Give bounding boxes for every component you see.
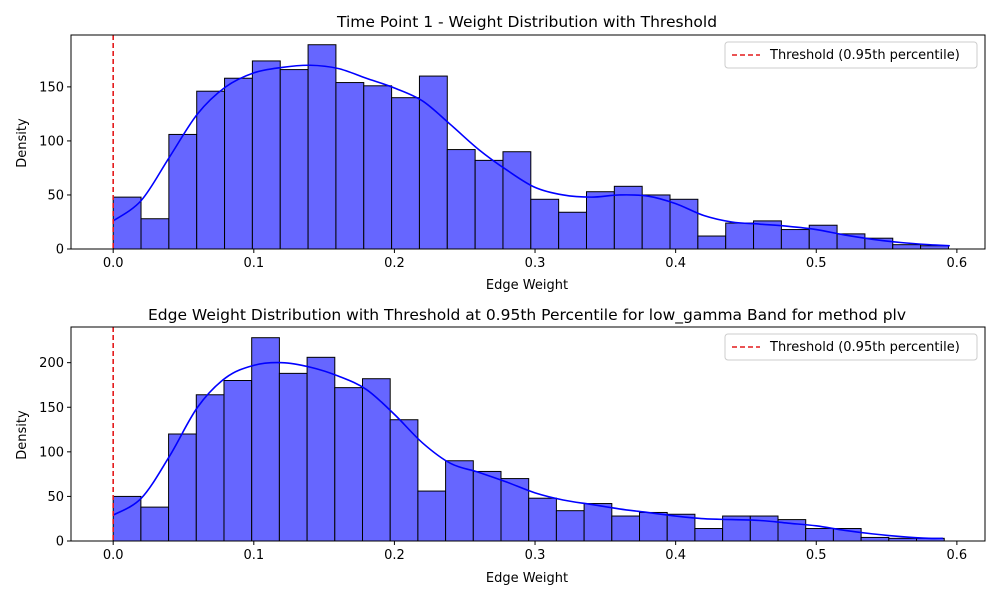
chart-1-xtick-label: 0.3 [525,256,546,271]
chart-1-bar [530,198,560,250]
chart-2-bar [306,356,336,542]
chart-2-xtick-label: 0.2 [384,548,405,563]
chart-2-bar [168,433,197,542]
chart-2-xlabel: Edge Weight [486,571,568,586]
chart-1-bar [335,82,365,250]
chart-2-ticks: 0.0 0.1 0.2 0.3 0.4 0.5 0.6 0 50 100 150 200 [39,356,967,563]
chart-2-ytick-label: 100 [39,445,64,460]
chart-2-bar [417,490,447,542]
chart-2-bar [389,419,419,542]
chart-2-bar [639,511,668,542]
chart-1-bar [585,191,615,250]
chart-2-bar [223,380,253,542]
chart-1-xtick-label: 0.5 [806,256,827,271]
chart-2-bar [334,387,363,542]
chart-1-xtick-label: 0.6 [947,256,968,271]
chart-1-bars [112,44,949,250]
chart-2-bars [112,337,945,542]
chart-2-xtick-label: 0.5 [806,548,827,563]
chart-1-bar [697,235,727,250]
chart-1-bar [363,85,393,250]
chart-2-legend: Threshold (0.95th percentile) [724,333,978,361]
chart-2-bar [112,495,142,542]
chart-2-bar [361,378,391,542]
chart-1-kde-line [112,64,950,247]
chart-1-ytick-label: 150 [39,80,64,95]
chart-2-legend-label: Threshold (0.95th percentile) [769,340,960,355]
chart-1-ytick-label: 0 [56,243,64,258]
chart-2-ytick-label: 50 [47,490,64,505]
chart-2-bar [860,536,890,542]
chart-2-xtick-label: 0.6 [947,548,968,563]
chart-1-bar [168,133,198,250]
chart-2-bar [195,394,225,542]
chart-2-frame [70,326,986,542]
chart-1-xtick-label: 0.2 [384,256,405,271]
chart-2-ytick-label: 0 [56,535,64,550]
chart-1-bar [196,90,226,250]
chart-1-ytick-label: 50 [47,188,64,203]
chart-1-bar [474,159,504,250]
chart-1-legend: Threshold (0.95th percentile) [724,41,978,69]
chart-1-bar [307,44,337,250]
chart-1-bar [251,60,281,250]
chart-1-bar [502,151,532,250]
chart-2-bar [611,515,641,542]
chart-2-bar [140,506,170,542]
chart-2-xtick-label: 0.3 [525,548,546,563]
chart-1-ytick-label: 100 [39,134,64,149]
chart-1: Time Point 1 - Weight Distribution with … [15,13,986,293]
chart-1-ticks: 0.0 0.1 0.2 0.3 0.4 0.5 0.6 0 50 100 150 [39,80,967,271]
chart-2-bar [555,510,585,542]
chart-1-bar [558,211,587,250]
chart-2-bar [666,513,696,542]
chart-2-ytick-label: 150 [39,401,64,416]
chart-2-bar [445,460,474,542]
chart-2-bar [251,337,280,542]
chart-1-legend-box [724,41,978,69]
chart-1-xtick-label: 0.1 [243,256,264,271]
chart-2-ylabel: Density [15,410,30,460]
chart-1-frame [70,34,986,250]
chart-2-bar [694,528,724,542]
chart-1-ylabel: Density [15,118,30,168]
chart-2-title: Edge Weight Distribution with Threshold … [148,306,906,325]
chart-2-xtick-label: 0.1 [243,548,264,563]
chart-2-axes [70,326,986,542]
chart-1-xlabel: Edge Weight [486,278,568,293]
chart-2: Edge Weight Distribution with Threshold … [15,306,986,586]
chart-1-bar [892,244,922,250]
chart-2-legend-box [724,333,978,361]
chart-1-legend-label: Threshold (0.95th percentile) [769,48,960,63]
chart-2-bar [472,470,502,542]
chart-1-xtick-label: 0.0 [103,256,124,271]
chart-1-title: Time Point 1 - Weight Distribution with … [336,13,717,31]
chart-1-bar [418,75,448,250]
chart-2-bar [805,528,834,542]
chart-2-xtick-label: 0.0 [103,548,124,563]
chart-2-bar [528,497,557,542]
chart-2-bar [278,372,308,542]
chart-1-bar [279,69,309,250]
chart-1-bar [725,222,755,250]
chart-1-kde [112,64,950,247]
chart-1-bar [780,229,810,250]
chart-2-bar [500,478,530,542]
chart-1-bar [641,194,671,250]
chart-1-axes [70,34,986,250]
chart-2-bar [583,503,613,542]
chart-1-xtick-label: 0.4 [665,256,686,271]
chart-1-bar [140,218,170,250]
chart-2-kde-line [112,361,943,540]
chart-1-bar [446,149,476,250]
chart-2-ytick-label: 200 [39,356,64,371]
chart-2-xtick-label: 0.4 [665,548,686,563]
chart-1-bar [391,97,420,250]
chart-1-bar [224,77,253,250]
chart-2-kde [112,361,943,540]
